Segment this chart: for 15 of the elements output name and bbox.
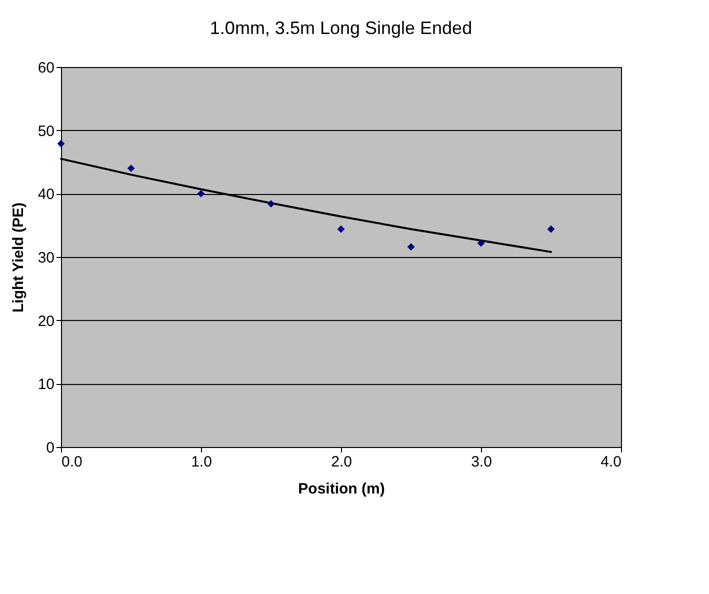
y-axis-title: Light Yield (PE) xyxy=(10,202,27,313)
y-tick-label: 20 xyxy=(38,312,54,330)
y-tick-label: 0 xyxy=(46,440,54,456)
y-tick-label: 60 xyxy=(38,60,54,76)
x-axis-title: Position (m) xyxy=(298,480,385,498)
x-tick-label: 3.0 xyxy=(471,454,492,470)
x-tick-label: 1.0 xyxy=(191,454,212,470)
chart-title: 1.0mm, 3.5m Long Single Ended xyxy=(210,18,472,38)
y-tick-label: 50 xyxy=(38,122,54,140)
y-tick-label: 10 xyxy=(38,376,54,394)
x-tick-label: 2.0 xyxy=(331,454,352,470)
x-tick-label: 0.0 xyxy=(62,454,82,470)
y-tick-label: 30 xyxy=(38,250,54,266)
x-tick-label: 4.0 xyxy=(600,454,622,470)
y-tick-label: 40 xyxy=(38,186,54,204)
